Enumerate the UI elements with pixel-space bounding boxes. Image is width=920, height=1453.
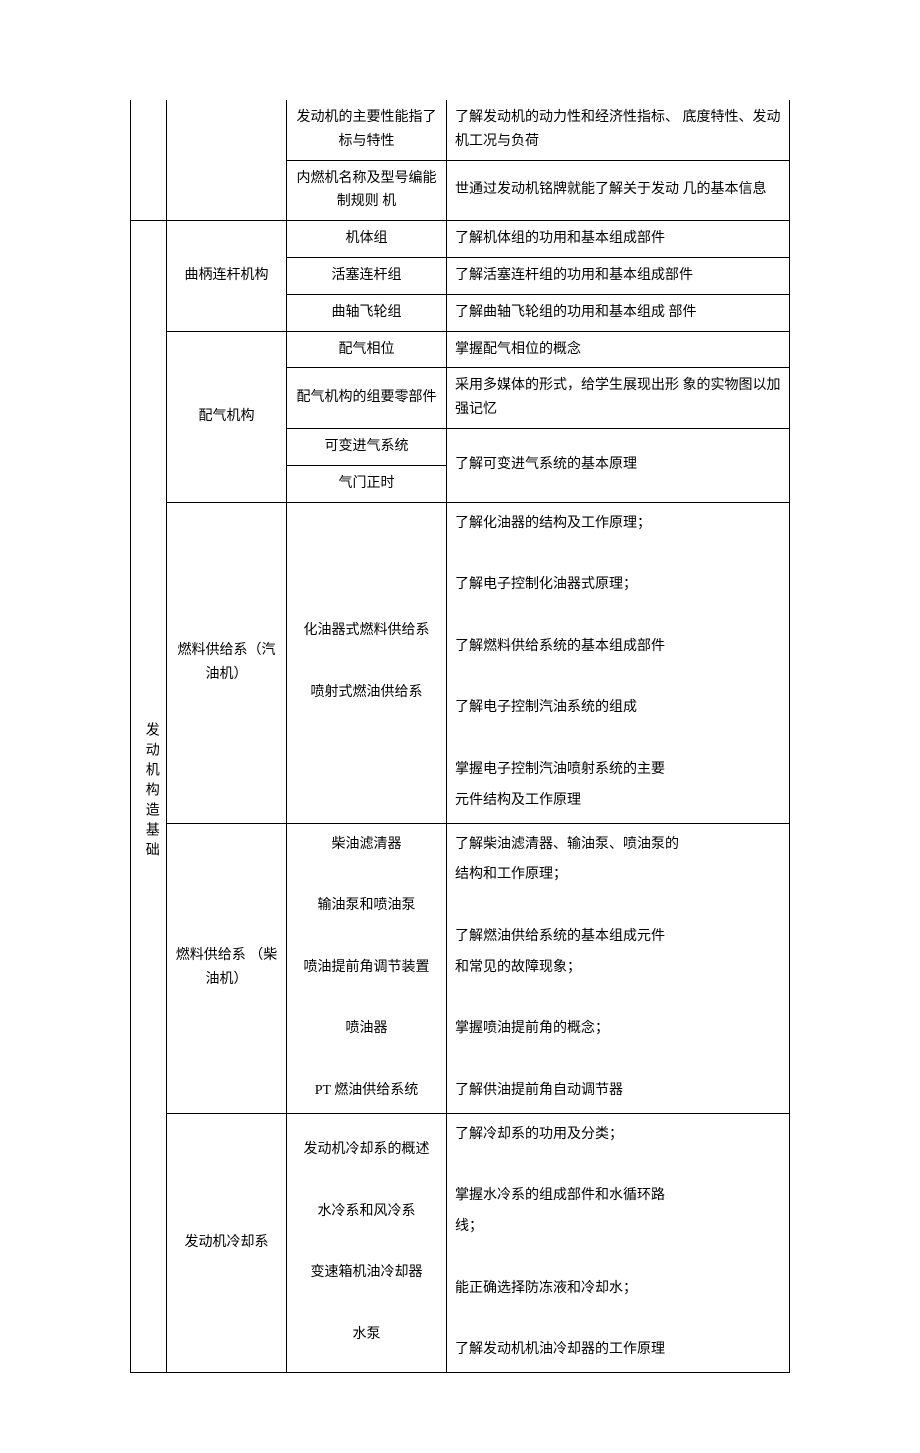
objective-cell: 了解活塞连杆组的功用和基本组成部件 bbox=[447, 257, 790, 294]
main-category-cell: 发动机构造基础 bbox=[131, 221, 167, 1373]
topic-cell: 机体组 bbox=[287, 221, 447, 258]
subcategory-cell: 发动机冷却系 bbox=[167, 1113, 287, 1372]
table-row: 燃料供给系（汽油机） 化油器式燃料供给系喷射式燃油供给系 了解化油器的结构及工作… bbox=[131, 502, 790, 823]
table-row: 配气机构 配气相位 掌握配气相位的概念 bbox=[131, 331, 790, 368]
subcategory-cell: 曲柄连杆机构 bbox=[167, 221, 287, 331]
topic-cell: 发动机的主要性能指了 标与特性 bbox=[287, 100, 447, 160]
topic-cell: 配气相位 bbox=[287, 331, 447, 368]
objective-cell: 采用多媒体的形式，给学生展现出形 象的实物图以加强记忆 bbox=[447, 368, 790, 429]
objective-cell: 了解曲轴飞轮组的功用和基本组成 部件 bbox=[447, 294, 790, 331]
objective-cell: 了解机体组的功用和基本组成部件 bbox=[447, 221, 790, 258]
curriculum-table: 发动机的主要性能指了 标与特性 了解发动机的动力性和经济性指标、 底度特性、发动… bbox=[130, 100, 790, 1373]
topic-cell: 气门正时 bbox=[287, 465, 447, 502]
topic-cell: 发动机冷却系的概述水冷系和风冷系变速箱机油冷却器水泵 bbox=[287, 1113, 447, 1372]
objective-cell: 了解发动机的动力性和经济性指标、 底度特性、发动机工况与负荷 bbox=[447, 100, 790, 160]
topic-cell: 曲轴飞轮组 bbox=[287, 294, 447, 331]
subcategory-cell: 燃料供给系 （柴油机） bbox=[167, 823, 287, 1113]
table-row: 发动机冷却系 发动机冷却系的概述水冷系和风冷系变速箱机油冷却器水泵 了解冷却系的… bbox=[131, 1113, 790, 1372]
main-category-label: 发动机构造基础 bbox=[139, 722, 163, 862]
subcategory-cell: 燃料供给系（汽油机） bbox=[167, 502, 287, 823]
objective-cell: 世通过发动机铭牌就能了解关于发动 几的基本信息 bbox=[447, 160, 790, 221]
table-row: 发动机构造基础 曲柄连杆机构 机体组 了解机体组的功用和基本组成部件 bbox=[131, 221, 790, 258]
topic-cell: 可变进气系统 bbox=[287, 428, 447, 465]
empty-cell bbox=[131, 100, 167, 221]
objective-cell: 了解冷却系的功用及分类；掌握水冷系的组成部件和水循环路线；能正确选择防冻液和冷却… bbox=[447, 1113, 790, 1372]
table-row: 发动机的主要性能指了 标与特性 了解发动机的动力性和经济性指标、 底度特性、发动… bbox=[131, 100, 790, 160]
table-row: 燃料供给系 （柴油机） 柴油滤清器输油泵和喷油泵喷油提前角调节装置喷油器PT 燃… bbox=[131, 823, 790, 1113]
topic-cell: 柴油滤清器输油泵和喷油泵喷油提前角调节装置喷油器PT 燃油供给系统 bbox=[287, 823, 447, 1113]
objective-cell: 了解柴油滤清器、输油泵、喷油泵的结构和工作原理；了解燃油供给系统的基本组成元件和… bbox=[447, 823, 790, 1113]
topic-cell: 化油器式燃料供给系喷射式燃油供给系 bbox=[287, 502, 447, 823]
subcategory-cell: 配气机构 bbox=[167, 331, 287, 502]
empty-cell bbox=[167, 100, 287, 221]
topic-cell: 配气机构的组要零部件 bbox=[287, 368, 447, 429]
objective-cell: 掌握配气相位的概念 bbox=[447, 331, 790, 368]
topic-cell: 活塞连杆组 bbox=[287, 257, 447, 294]
objective-cell: 了解可变进气系统的基本原理 bbox=[447, 428, 790, 502]
topic-cell: 内燃机名称及型号编能制规则 机 bbox=[287, 160, 447, 221]
objective-cell: 了解化油器的结构及工作原理；了解电子控制化油器式原理；了解燃料供给系统的基本组成… bbox=[447, 502, 790, 823]
